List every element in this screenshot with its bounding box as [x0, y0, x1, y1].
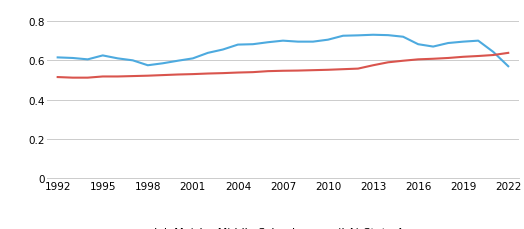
J.d. Meisler Middle School [415, 44, 421, 46]
(LA) State Average [265, 71, 271, 73]
J.d. Meisler Middle School [265, 42, 271, 44]
J.d. Meisler Middle School [340, 35, 346, 38]
(LA) State Average [415, 59, 421, 61]
(LA) State Average [54, 76, 61, 79]
J.d. Meisler Middle School [385, 35, 391, 37]
(LA) State Average [325, 69, 331, 72]
J.d. Meisler Middle School [295, 41, 301, 44]
J.d. Meisler Middle School [475, 40, 482, 43]
J.d. Meisler Middle School [280, 40, 286, 43]
J.d. Meisler Middle School [235, 44, 241, 47]
J.d. Meisler Middle School [54, 57, 61, 60]
J.d. Meisler Middle School [370, 34, 376, 37]
(LA) State Average [115, 76, 121, 79]
(LA) State Average [220, 72, 226, 75]
J.d. Meisler Middle School [505, 65, 511, 68]
(LA) State Average [205, 73, 211, 76]
(LA) State Average [235, 72, 241, 75]
J.d. Meisler Middle School [220, 49, 226, 52]
(LA) State Average [430, 58, 436, 61]
J.d. Meisler Middle School [160, 63, 166, 65]
J.d. Meisler Middle School [430, 46, 436, 49]
J.d. Meisler Middle School [205, 52, 211, 55]
J.d. Meisler Middle School [174, 60, 181, 63]
J.d. Meisler Middle School [400, 36, 406, 39]
(LA) State Average [505, 52, 511, 55]
(LA) State Average [145, 75, 151, 78]
(LA) State Average [129, 75, 136, 78]
J.d. Meisler Middle School [129, 60, 136, 63]
(LA) State Average [174, 74, 181, 76]
(LA) State Average [340, 68, 346, 71]
(LA) State Average [370, 65, 376, 67]
(LA) State Average [445, 57, 451, 60]
(LA) State Average [100, 76, 106, 79]
(LA) State Average [280, 70, 286, 73]
J.d. Meisler Middle School [310, 41, 316, 44]
(LA) State Average [355, 68, 361, 71]
(LA) State Average [460, 56, 466, 59]
(LA) State Average [295, 70, 301, 73]
J.d. Meisler Middle School [355, 35, 361, 38]
(LA) State Average [385, 62, 391, 64]
J.d. Meisler Middle School [460, 41, 466, 44]
(LA) State Average [310, 69, 316, 72]
J.d. Meisler Middle School [190, 58, 196, 60]
J.d. Meisler Middle School [145, 65, 151, 67]
J.d. Meisler Middle School [115, 58, 121, 60]
(LA) State Average [250, 71, 256, 74]
J.d. Meisler Middle School [490, 51, 496, 54]
(LA) State Average [490, 55, 496, 57]
Legend: J.d. Meisler Middle School, (LA) State Average: J.d. Meisler Middle School, (LA) State A… [119, 223, 447, 229]
(LA) State Average [475, 55, 482, 58]
(LA) State Average [400, 60, 406, 63]
Line: (LA) State Average: (LA) State Average [58, 54, 508, 78]
J.d. Meisler Middle School [250, 44, 256, 46]
(LA) State Average [70, 77, 76, 80]
J.d. Meisler Middle School [445, 42, 451, 45]
(LA) State Average [84, 77, 91, 80]
(LA) State Average [190, 74, 196, 76]
Line: J.d. Meisler Middle School: J.d. Meisler Middle School [58, 35, 508, 67]
J.d. Meisler Middle School [84, 59, 91, 61]
(LA) State Average [160, 74, 166, 77]
J.d. Meisler Middle School [70, 57, 76, 60]
J.d. Meisler Middle School [100, 55, 106, 57]
J.d. Meisler Middle School [325, 39, 331, 42]
